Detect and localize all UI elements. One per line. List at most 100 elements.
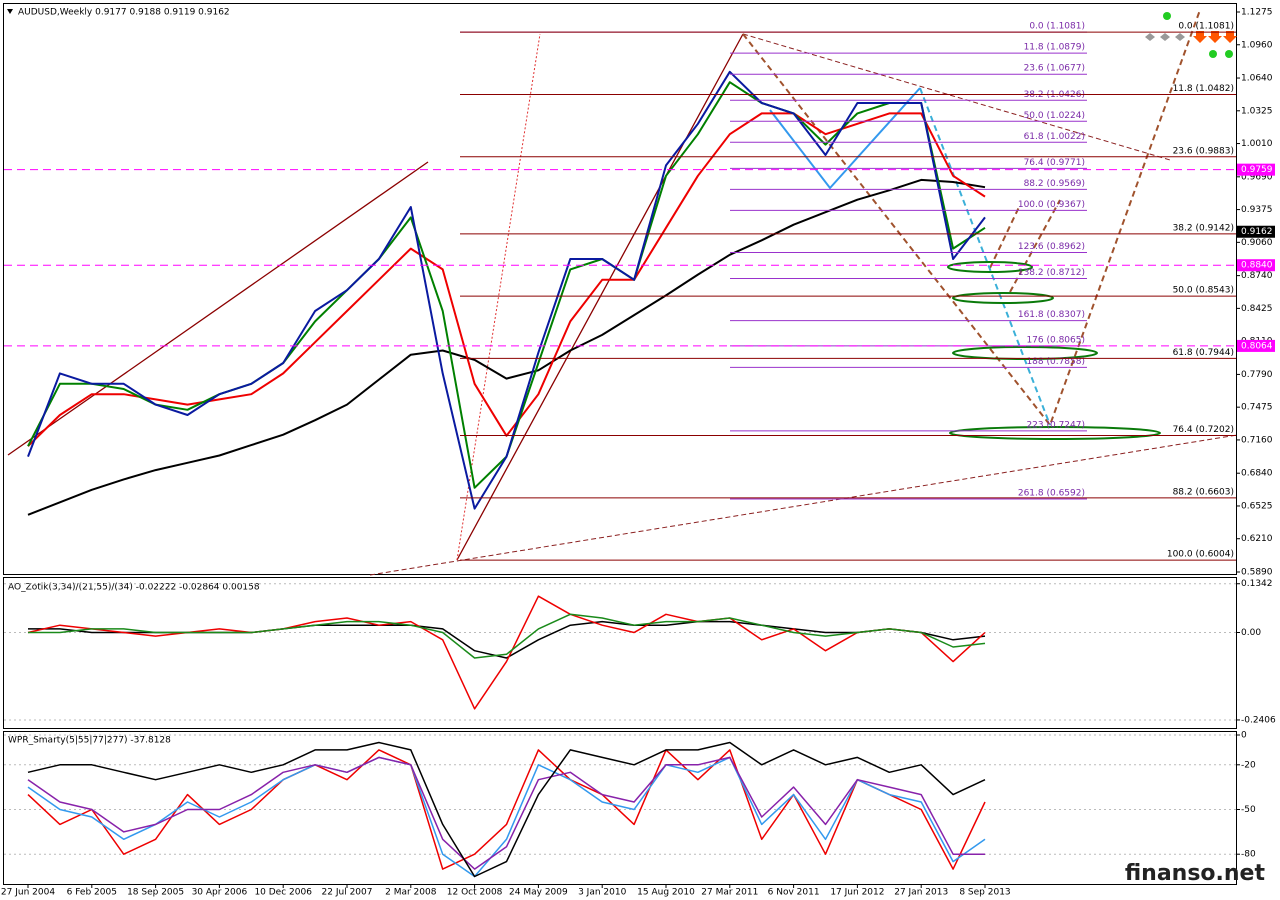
trend-line bbox=[742, 33, 1171, 161]
trend-line bbox=[456, 33, 744, 561]
fib-label: 23.6 (1.0677) bbox=[1024, 64, 1085, 74]
projection bbox=[1009, 199, 1061, 293]
fib-label: 188 (0.7858) bbox=[1026, 357, 1085, 367]
y-tick-label: 0.00 bbox=[1241, 628, 1261, 638]
chart-title: AUDUSD,Weekly 0.9177 0.9188 0.9119 0.916… bbox=[18, 8, 230, 18]
y-tick-label: -0.2406 bbox=[1241, 715, 1276, 725]
wpr-title: WPR_Smarty(5|55|77|277) -37.8128 bbox=[8, 736, 171, 746]
x-tick-label: 10 Dec 2006 bbox=[254, 888, 312, 898]
y-tick-label: 0.7160 bbox=[1241, 435, 1273, 445]
trend-line bbox=[369, 434, 1238, 576]
price-tag bbox=[1237, 225, 1275, 238]
fib-label: 76.4 (0.9771) bbox=[1024, 158, 1085, 168]
series-line bbox=[27, 178, 986, 516]
target-zone bbox=[952, 292, 1054, 304]
y-tick-label: 0.8740 bbox=[1241, 271, 1273, 281]
y-tick-label: 0.9375 bbox=[1241, 205, 1273, 215]
x-tick-label: 24 May 2009 bbox=[509, 888, 568, 898]
x-tick-label: 17 Jun 2012 bbox=[830, 888, 884, 898]
x-tick-label: 30 Apr 2006 bbox=[192, 888, 248, 898]
fib-label: 88.2 (0.6603) bbox=[1173, 487, 1234, 497]
y-tick-label: 0.6840 bbox=[1241, 469, 1273, 479]
signal-arrow bbox=[1193, 31, 1207, 43]
fib-label: 176 (0.8065) bbox=[1026, 335, 1085, 345]
series-line bbox=[27, 756, 986, 878]
price-tag-label: 0.9162 bbox=[1241, 227, 1273, 237]
y-tick-label: 1.1275 bbox=[1241, 8, 1273, 18]
projection bbox=[742, 9, 1201, 428]
y-tick-label: 0.6210 bbox=[1241, 534, 1273, 544]
y-tick-label: 0 bbox=[1241, 731, 1247, 741]
y-tick-label: 0.7790 bbox=[1241, 370, 1273, 380]
x-tick-label: 2 Mar 2008 bbox=[385, 888, 437, 898]
fib-label: 100.0 (0.6004) bbox=[1167, 550, 1234, 560]
signals bbox=[1145, 12, 1237, 58]
series-line bbox=[27, 749, 986, 870]
price-tag bbox=[1237, 163, 1275, 176]
projection bbox=[989, 204, 1021, 269]
x-tick-label: 27 Jan 2013 bbox=[894, 888, 948, 898]
y-tick-label: 1.0010 bbox=[1241, 139, 1273, 149]
x-tick-label: 8 Sep 2013 bbox=[959, 888, 1010, 898]
wpr-panel bbox=[3, 731, 1237, 885]
signal-dot bbox=[1163, 12, 1171, 20]
price-tag-label: 0.9759 bbox=[1241, 165, 1273, 175]
ao-title: AO_Zotik(3,34)/(21,55)/(34) -0.02222 -0.… bbox=[8, 583, 260, 593]
series-line bbox=[27, 756, 985, 870]
y-tick-label: 1.0960 bbox=[1241, 40, 1273, 50]
fib-label: 50.0 (0.8543) bbox=[1173, 286, 1234, 296]
fib-label: 61.8 (0.7944) bbox=[1173, 348, 1234, 358]
series-line bbox=[28, 613, 986, 659]
menu-icon[interactable] bbox=[7, 9, 13, 14]
x-tick-label: 15 Aug 2010 bbox=[637, 888, 695, 898]
price-panel bbox=[3, 3, 1237, 575]
fib-label: 50.0 (1.0224) bbox=[1024, 111, 1085, 121]
x-tick-label: 22 Jul 2007 bbox=[322, 888, 373, 898]
fib-label: 76.4 (0.7202) bbox=[1173, 425, 1234, 435]
ao-panel bbox=[3, 577, 1237, 729]
y-tick-label: 0.5890 bbox=[1241, 568, 1273, 578]
watermark: finanso.net bbox=[1125, 861, 1266, 886]
x-tick-label: 3 Jan 2010 bbox=[578, 888, 626, 898]
y-tick-label: 0.9690 bbox=[1241, 172, 1273, 182]
signal-dot bbox=[1209, 50, 1217, 58]
y-tick-label: 0.8425 bbox=[1241, 304, 1273, 314]
target-zone bbox=[949, 426, 1161, 440]
price-tag-label: 0.8840 bbox=[1241, 261, 1273, 271]
x-tick-label: 18 Sep 2005 bbox=[127, 888, 184, 898]
fib-label: 123.6 (0.8962) bbox=[1018, 242, 1085, 252]
y-tick-label: -50 bbox=[1241, 805, 1256, 815]
price-tag bbox=[1237, 339, 1275, 352]
fib-label: 11.8 (1.0879) bbox=[1024, 43, 1085, 53]
fib-label: 23.6 (0.9883) bbox=[1173, 146, 1234, 156]
fib-label: 88.2 (0.9569) bbox=[1024, 179, 1085, 189]
fib-label: 38.2 (0.9142) bbox=[1173, 223, 1234, 233]
y-tick-label: -20 bbox=[1241, 760, 1256, 770]
fib-label: 11.8 (1.0482) bbox=[1173, 84, 1234, 94]
fib-label: 223 (0.7247) bbox=[1026, 420, 1085, 430]
signal-arrow bbox=[1223, 31, 1237, 43]
y-tick-label: 0.1342 bbox=[1241, 579, 1273, 589]
x-tick-label: 27 Mar 2011 bbox=[701, 888, 758, 898]
fib-label: 0.0 (1.1081) bbox=[1178, 22, 1234, 32]
signal-diamond bbox=[1145, 33, 1155, 41]
target-zone bbox=[952, 346, 1098, 360]
projection bbox=[919, 87, 1051, 426]
signal-diamond bbox=[1175, 33, 1185, 41]
trend-line bbox=[7, 161, 429, 456]
trend-lines bbox=[7, 9, 1238, 576]
signal-diamond bbox=[1160, 33, 1170, 41]
fib-label: 61.8 (1.0022) bbox=[1024, 132, 1085, 142]
y-tick-label: -80 bbox=[1241, 850, 1256, 860]
signal-arrow bbox=[1208, 31, 1222, 43]
fib-label: 100.0 (0.9367) bbox=[1018, 200, 1085, 210]
y-tick-label: 0.6525 bbox=[1241, 501, 1273, 511]
fib-label: 161.8 (0.8307) bbox=[1018, 310, 1085, 320]
x-tick-label: 12 Oct 2008 bbox=[447, 888, 503, 898]
y-tick-label: 1.0325 bbox=[1241, 106, 1273, 116]
target-zone bbox=[947, 261, 1033, 273]
y-tick-label: 0.9060 bbox=[1241, 238, 1273, 248]
series-line bbox=[27, 70, 986, 510]
